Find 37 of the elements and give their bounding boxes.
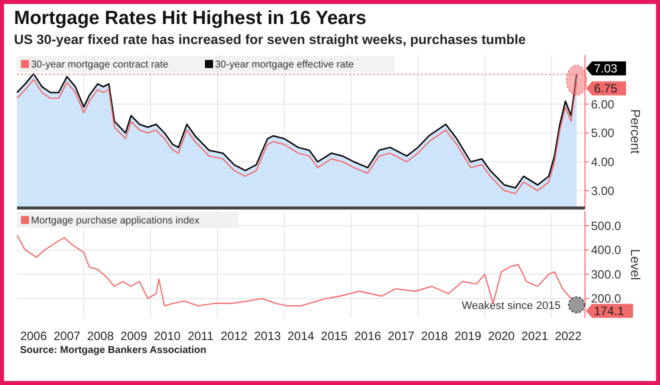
x-tick-label: 2019: [454, 329, 482, 343]
annotation: Weakest since 2015: [462, 300, 561, 312]
y-axis-title: Level: [628, 248, 643, 280]
y-axis-title: Percent: [628, 109, 643, 154]
y-tick-label: 5.00: [591, 126, 615, 140]
y-tick-label: 500.0: [591, 218, 622, 233]
x-tick-label: 2017: [388, 329, 415, 343]
y-tick-label: 300.0: [591, 267, 622, 282]
data-label: 174.1: [594, 304, 624, 318]
x-tick-label: 2007: [54, 329, 81, 343]
y-tick-label: 400.0: [591, 243, 622, 258]
y-tick-label: 6.00: [591, 97, 615, 112]
data-label: 6.75: [594, 82, 618, 96]
chart-subtitle: US 30-year fixed rate has increased for seven straight weeks, purchases tumble: [14, 32, 526, 47]
x-tick-label: 2020: [488, 329, 516, 343]
y-tick-label: 200.0: [591, 292, 622, 306]
x-tick-label: 2010: [154, 329, 181, 343]
x-tick-label: 2011: [188, 329, 214, 343]
data-label: 7.03: [594, 62, 618, 76]
y-tick-label: 4.00: [591, 155, 615, 170]
x-tick-label: 2015: [320, 329, 348, 343]
x-tick-label: 2013: [254, 329, 282, 343]
x-tick-label: 2018: [421, 329, 448, 343]
x-tick-label: 2009: [120, 329, 148, 343]
x-tick-label: 2006: [20, 329, 48, 343]
legend-label: 30-year mortgage contract rate: [31, 60, 169, 70]
source-note: Source: Mortgage Bankers Association: [20, 345, 206, 356]
x-tick-label: 2014: [288, 329, 315, 343]
legend-label: 30-year mortgage effective rate: [215, 60, 354, 70]
x-tick-label: 2021: [521, 329, 548, 343]
x-tick-label: 2008: [87, 329, 114, 343]
x-tick-label: 2016: [354, 329, 382, 343]
x-tick-label: 2012: [220, 329, 248, 343]
y-tick-label: 3.00: [591, 184, 615, 198]
chart-title: Mortgage Rates Hit Highest in 16 Years: [14, 8, 366, 29]
x-tick-label: 2022: [554, 329, 582, 343]
legend-label: Mortgage purchase applications index: [31, 216, 200, 226]
